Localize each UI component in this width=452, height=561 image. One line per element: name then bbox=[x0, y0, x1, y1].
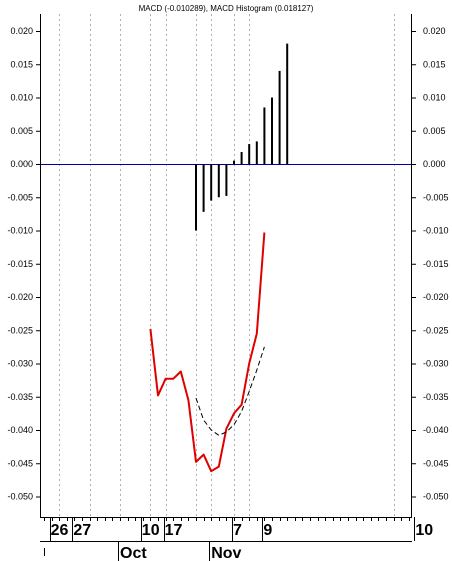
y-tick-label-left: -0.050 bbox=[7, 492, 33, 502]
y-tick-label-left: -0.010 bbox=[7, 226, 33, 236]
macd-line bbox=[149, 232, 266, 473]
x-day-label: 26 bbox=[51, 522, 69, 539]
histogram-bar bbox=[195, 164, 197, 231]
y-tick-label-right: 0.020 bbox=[423, 26, 446, 36]
histogram-bar bbox=[217, 164, 220, 198]
histogram-bar bbox=[248, 144, 251, 164]
x-axis: 26 27 10 17 7 9 10 Oct Nov bbox=[40, 517, 433, 561]
x-day-label: 10 bbox=[415, 522, 433, 539]
histogram-bar bbox=[225, 164, 228, 196]
y-tick-label-right: 0.010 bbox=[423, 93, 446, 103]
x-month-label: Nov bbox=[211, 545, 241, 561]
y-tick-label-left: 0.020 bbox=[10, 26, 33, 36]
y-tick-label-right: 0.000 bbox=[423, 159, 446, 169]
x-day-label: 17 bbox=[165, 522, 183, 539]
y-tick-label-right: -0.045 bbox=[423, 458, 449, 468]
y-tick-label-right: -0.050 bbox=[423, 492, 449, 502]
histogram-bar bbox=[286, 43, 289, 165]
y-tick-label-left: -0.015 bbox=[7, 259, 33, 269]
y-axis-ticks: 0.020 0.020 0.015 0.015 0.010 0.010 0.005 0.005… bbox=[7, 26, 448, 502]
histogram-bar bbox=[271, 97, 273, 164]
x-day-label: 10 bbox=[142, 522, 160, 539]
histogram-bar bbox=[202, 164, 205, 212]
y-tick-label-right: -0.010 bbox=[423, 226, 449, 236]
x-month-label: Oct bbox=[120, 545, 147, 561]
y-tick-label-left: -0.030 bbox=[7, 359, 33, 369]
histogram-bar bbox=[233, 160, 235, 164]
y-tick-label-left: 0.010 bbox=[10, 93, 33, 103]
y-tick-label-left: -0.045 bbox=[7, 458, 33, 468]
histogram-bar bbox=[278, 70, 281, 164]
y-tick-label-left: -0.035 bbox=[7, 392, 33, 402]
chart-title: MACD (-0.010289), MACD Histogram (0.0181… bbox=[139, 4, 314, 13]
y-tick-label-left: 0.005 bbox=[10, 126, 33, 136]
y-tick-label-right: -0.040 bbox=[423, 425, 449, 435]
x-day-label: 9 bbox=[263, 522, 272, 539]
signal-line bbox=[195, 346, 265, 436]
y-tick-label-left: 0.015 bbox=[10, 59, 33, 69]
y-tick-label-left: -0.025 bbox=[7, 325, 33, 335]
x-day-label: 27 bbox=[73, 522, 91, 539]
y-tick-label-left: 0.000 bbox=[10, 159, 33, 169]
y-tick-label-right: -0.030 bbox=[423, 359, 449, 369]
histogram-bar bbox=[263, 107, 266, 164]
y-tick-label-right: -0.015 bbox=[423, 259, 449, 269]
y-tick-label-left: -0.020 bbox=[7, 292, 33, 302]
y-tick-label-right: 0.005 bbox=[423, 126, 446, 136]
y-tick-label-right: -0.035 bbox=[423, 392, 449, 402]
histogram-bars bbox=[195, 43, 289, 231]
y-tick-label-right: 0.015 bbox=[423, 59, 446, 69]
series-lines bbox=[149, 232, 266, 473]
y-tick-label-left: -0.040 bbox=[7, 425, 33, 435]
y-tick-label-right: -0.025 bbox=[423, 325, 449, 335]
x-day-label: 7 bbox=[233, 522, 242, 539]
y-tick-label-left: -0.005 bbox=[7, 192, 33, 202]
histogram-bar bbox=[210, 164, 213, 201]
gridlines bbox=[59, 14, 395, 517]
histogram-bar bbox=[255, 141, 258, 164]
histogram-bar bbox=[240, 152, 243, 164]
y-tick-label-right: -0.020 bbox=[423, 292, 449, 302]
y-tick-label-right: -0.005 bbox=[423, 192, 449, 202]
